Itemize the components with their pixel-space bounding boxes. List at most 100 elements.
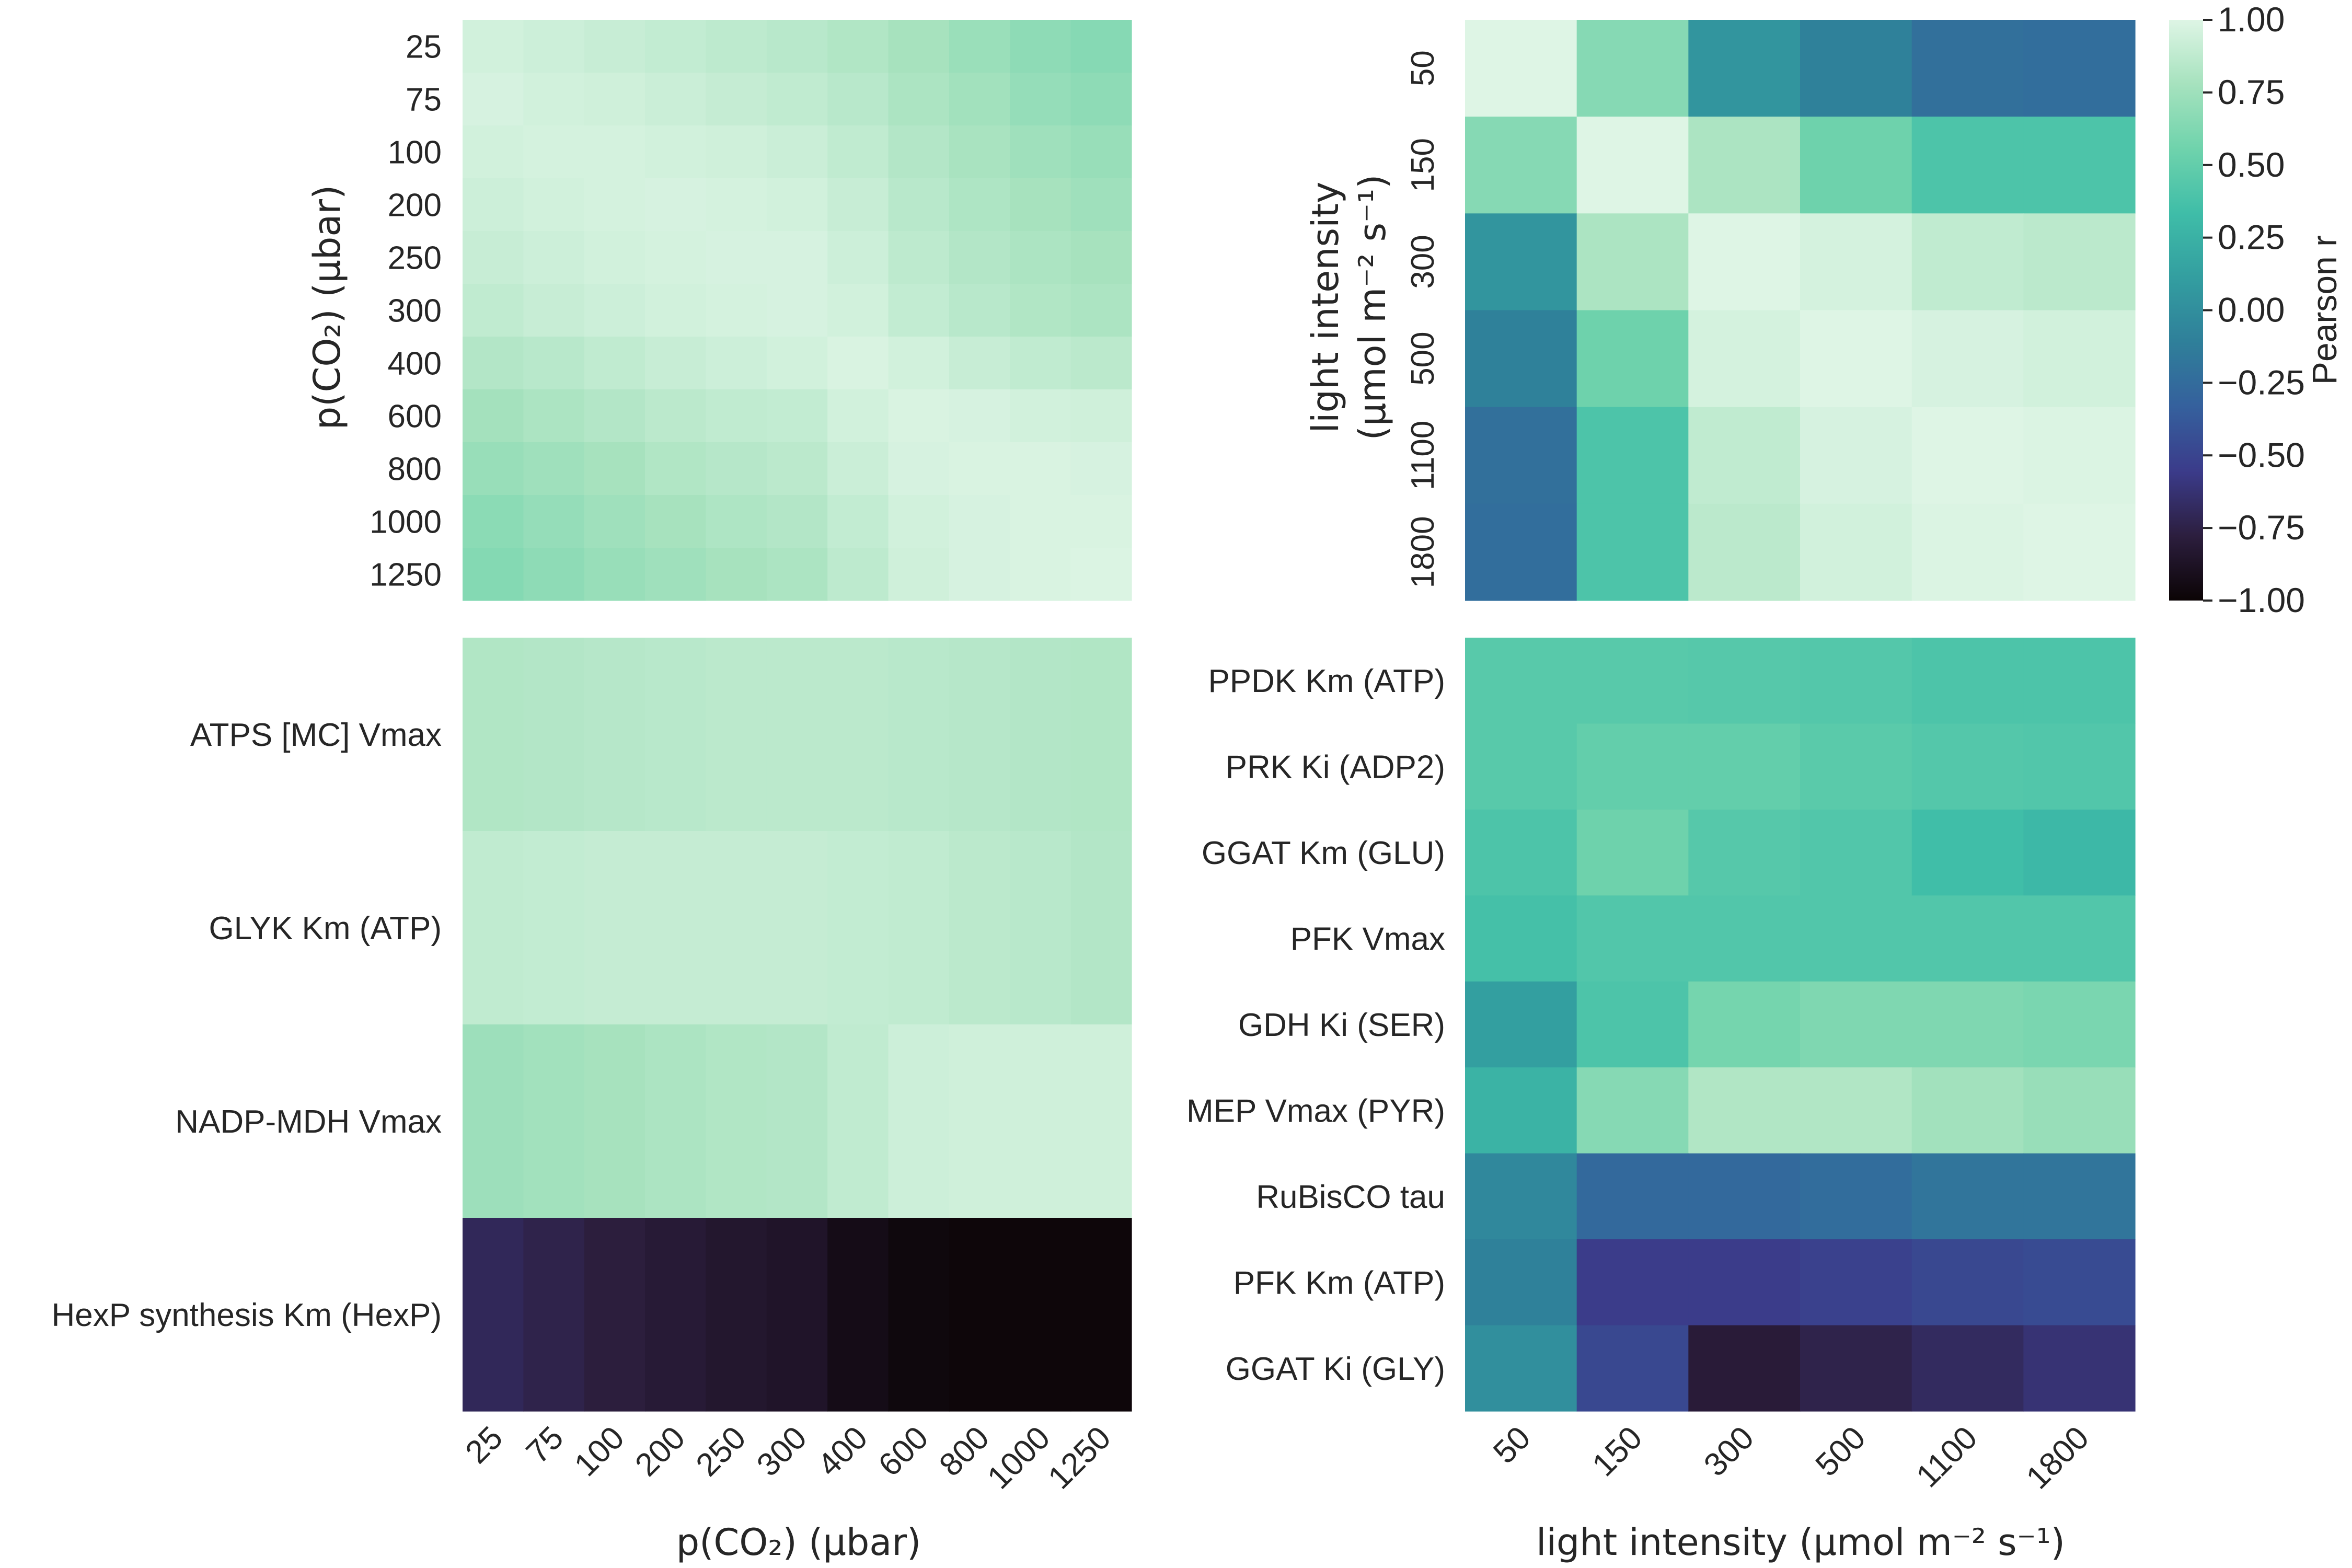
colorbar-tick-label: 0.50 <box>2218 145 2285 184</box>
x-tick-label: 1000 <box>981 1420 1057 1496</box>
heatmap-cell <box>584 442 645 495</box>
heatmap-cell <box>584 495 645 548</box>
y-tick-label: PFK Km (ATP) <box>1233 1265 1445 1301</box>
co2-parameters-xlabel: p(CO₂) (μbar) <box>676 1521 921 1564</box>
y-tick-label: ATPS [MC] Vmax <box>190 717 442 753</box>
heatmap-cell <box>2023 1325 2136 1412</box>
colorbar-tick-label: 0.00 <box>2218 291 2285 329</box>
heatmap-cell <box>1070 1218 1132 1412</box>
heatmap-cell <box>888 442 950 495</box>
y-tick-label: 400 <box>388 346 442 382</box>
y-tick-label: 50 <box>1405 50 1441 86</box>
heatmap-cell <box>888 638 950 832</box>
heatmap-cell <box>2023 1153 2136 1240</box>
heatmap-cell <box>1911 809 2024 896</box>
heatmap-cell <box>1465 981 1577 1068</box>
heatmap-cell <box>645 389 707 443</box>
heatmap-cell <box>1465 1067 1577 1154</box>
heatmap-cell <box>463 284 524 337</box>
y-tick-label: PPDK Km (ATP) <box>1208 663 1445 699</box>
heatmap-cell <box>1911 895 2024 982</box>
x-tick-label: 400 <box>811 1420 874 1483</box>
heatmap-cell <box>706 178 767 232</box>
heatmap-cell <box>645 495 707 548</box>
heatmap-cell <box>888 1218 950 1412</box>
heatmap-cell <box>1911 1325 2024 1412</box>
heatmap-cell <box>1010 548 1071 601</box>
x-tick-label: 75 <box>520 1420 571 1471</box>
heatmap-cell <box>463 389 524 443</box>
heatmap-cell <box>1010 1024 1071 1218</box>
heatmap-cell <box>1465 1153 1577 1240</box>
heatmap-cell <box>584 231 645 284</box>
heatmap-cell <box>1010 337 1071 390</box>
y-tick-label: 1100 <box>1405 421 1441 490</box>
heatmap-cell <box>1010 638 1071 832</box>
heatmap-cell <box>888 389 950 443</box>
heatmap-cell <box>827 638 889 832</box>
heatmap-cell <box>1688 1325 1801 1412</box>
x-tick-label: 300 <box>750 1420 814 1483</box>
heatmap-cell <box>706 1218 767 1412</box>
heatmap-cell <box>1911 310 2024 408</box>
heatmap-cell <box>827 495 889 548</box>
x-tick-label: 1100 <box>1909 1420 1984 1494</box>
heatmap-cell <box>463 20 524 73</box>
heatmap-cell <box>1576 1239 1689 1326</box>
heatmap-cell <box>706 495 767 548</box>
x-tick-label: 500 <box>1809 1420 1873 1483</box>
heatmap-cell <box>1576 310 1689 408</box>
light-parameters-xlabel: light intensity (μmol m⁻² s⁻¹) <box>1536 1521 2065 1564</box>
heatmap-cell <box>523 337 585 390</box>
heatmap-cell <box>1688 503 1801 601</box>
heatmap-cell <box>1911 503 2024 601</box>
heatmap-cell <box>1070 20 1132 73</box>
y-tick-label: 500 <box>1405 331 1441 385</box>
heatmap-cell <box>645 831 707 1025</box>
heatmap-cell <box>463 442 524 495</box>
heatmap-cell <box>949 831 1010 1025</box>
y-tick-label: 300 <box>1405 235 1441 289</box>
heatmap-cell <box>1576 117 1689 214</box>
heatmap-cell <box>1465 809 1577 896</box>
heatmap-cell <box>2023 723 2136 810</box>
heatmap-cell <box>827 831 889 1025</box>
heatmap-cell <box>949 178 1010 232</box>
heatmap-cell <box>827 1024 889 1218</box>
heatmap-cell <box>1800 1239 1912 1326</box>
heatmap-cell <box>645 178 707 232</box>
heatmap-cell <box>645 1218 707 1412</box>
heatmap-cell <box>949 125 1010 179</box>
heatmap-cell <box>523 178 585 232</box>
heatmap-cell <box>1070 178 1132 232</box>
heatmap-cell <box>1688 809 1801 896</box>
heatmap-cell <box>1911 723 2024 810</box>
heatmap-cell <box>1911 1153 2024 1240</box>
heatmap-cell <box>2023 895 2136 982</box>
heatmap-cell <box>1800 1067 1912 1154</box>
heatmap-cell <box>949 337 1010 390</box>
heatmap-cell <box>523 125 585 179</box>
heatmap-co2-correlation: 25 75 100 200 250 300 400 600 800 1000 1250 <box>370 20 1132 601</box>
heatmap-cell <box>766 548 828 601</box>
heatmap-cell <box>1465 1325 1577 1412</box>
x-tick-label: 25 <box>459 1420 510 1471</box>
heatmap-cell <box>2023 117 2136 214</box>
heatmap-co2-parameters: ATPS [MC] Vmax GLYK Km (ATP) NADP-MDH Vmax… <box>51 638 1132 1496</box>
heatmap-cell <box>1465 638 1577 724</box>
heatmap-cell <box>1911 213 2024 311</box>
heatmap-cell <box>1010 73 1071 126</box>
heatmap-cell <box>1465 723 1577 810</box>
heatmap-cell <box>706 442 767 495</box>
heatmap-cell <box>888 231 950 284</box>
heatmap-cell <box>1688 407 1801 504</box>
heatmap-cell <box>766 178 828 232</box>
heatmap-cell <box>463 1024 524 1218</box>
heatmap-cell <box>1576 981 1689 1068</box>
y-tick-label: NADP-MDH Vmax <box>175 1104 442 1140</box>
heatmap-light-parameters: PPDK Km (ATP) PRK Ki (ADP2) GGAT Km (GLU) P… <box>1186 638 2136 1496</box>
colorbar-tick-label: −0.50 <box>2218 435 2305 474</box>
heatmap-cell <box>463 231 524 284</box>
heatmap-cell <box>584 178 645 232</box>
